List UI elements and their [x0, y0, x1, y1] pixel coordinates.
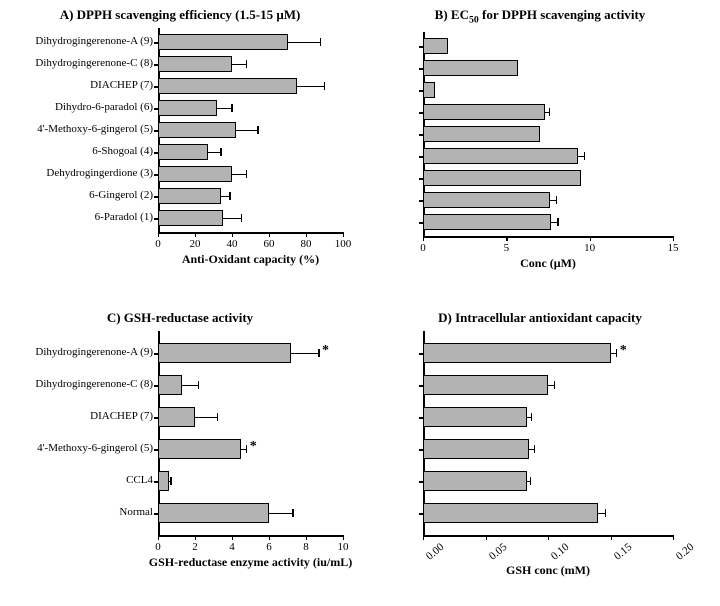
panel-a-title: A) DPPH scavenging efficiency (1.5-15 μM… — [8, 8, 352, 22]
x-tick-label: 6 — [266, 541, 272, 553]
category-label: Dihydrogingerenone-C (8) — [35, 378, 153, 390]
category-label: DIACHEP (7) — [90, 79, 153, 91]
x-tick-label: 100 — [335, 238, 352, 250]
category-label: 4'-Methoxy-6-gingerol (5) — [37, 123, 153, 135]
panel-c-title: C) GSH-reductase activity — [8, 311, 352, 325]
category-label: 6-Shogoal (4) — [92, 145, 153, 157]
x-tick-label: 0 — [155, 238, 161, 250]
chart-a: 0 20 40 60 80 100 Dihydrogingerenone-A (9) Dihy… — [8, 26, 352, 285]
chart-b: 0 5 10 15 Conc (μM) — [368, 30, 712, 289]
x-tick-label: 8 — [303, 541, 309, 553]
x-tick-label: 0.05 — [486, 541, 508, 563]
x-tick-label: 0 — [155, 541, 161, 553]
x-tick-label: 40 — [227, 238, 238, 250]
x-tick-label: 20 — [190, 238, 201, 250]
category-label: Dehydrogingerdione (3) — [46, 167, 153, 179]
category-label: Normal — [119, 506, 153, 518]
x-tick-label: 4 — [229, 541, 235, 553]
category-label: Dihydrogingerenone-A (9) — [35, 35, 153, 47]
category-label: 6-Gingerol (2) — [89, 189, 153, 201]
significance-marker: * — [620, 343, 627, 359]
x-axis-label: GSH-reductase enzyme activity (iu/mL) — [149, 555, 352, 570]
x-tick-label: 60 — [264, 238, 275, 250]
x-axis-label: Conc (μM) — [520, 256, 576, 271]
panel-b-title: B) EC50 for DPPH scavenging activity — [368, 8, 712, 26]
category-label: Dihydro-6-paradol (6) — [55, 101, 153, 113]
category-label: 6-Paradol (1) — [95, 211, 153, 223]
x-tick-label: 0 — [420, 242, 426, 254]
significance-marker: * — [322, 343, 329, 359]
category-label: Dihydrogingerenone-C (8) — [35, 57, 153, 69]
x-tick-label: 80 — [301, 238, 312, 250]
x-tick-label: 10 — [584, 242, 595, 254]
x-tick-label: 5 — [504, 242, 510, 254]
significance-marker: * — [250, 439, 257, 455]
x-tick-label: 0.00 — [424, 541, 446, 563]
x-tick-label: 10 — [338, 541, 349, 553]
x-tick-label: 0.20 — [674, 541, 696, 563]
x-tick-label: 15 — [668, 242, 679, 254]
x-tick-label: 0.10 — [549, 541, 571, 563]
category-label: 4'-Methoxy-6-gingerol (5) — [37, 442, 153, 454]
x-tick-label: 0.15 — [611, 541, 633, 563]
category-label: Dihydrogingerenone-A (9) — [35, 346, 153, 358]
category-label: DIACHEP (7) — [90, 410, 153, 422]
category-label: CCL4 — [126, 474, 153, 486]
x-axis-label: GSH conc (mM) — [506, 563, 590, 578]
chart-c: 0 2 4 6 8 10 Dihydrogingerenone-A (9) * Dihydrog… — [8, 329, 352, 588]
panel-d-title: D) Intracellular antioxidant capacity — [368, 311, 712, 325]
chart-d: 0.00 0.05 0.10 0.15 0.20 * GSH conc (mM) — [368, 329, 712, 588]
x-axis-label: Anti-Oxidant capacity (%) — [182, 252, 319, 267]
x-tick-label: 2 — [192, 541, 198, 553]
